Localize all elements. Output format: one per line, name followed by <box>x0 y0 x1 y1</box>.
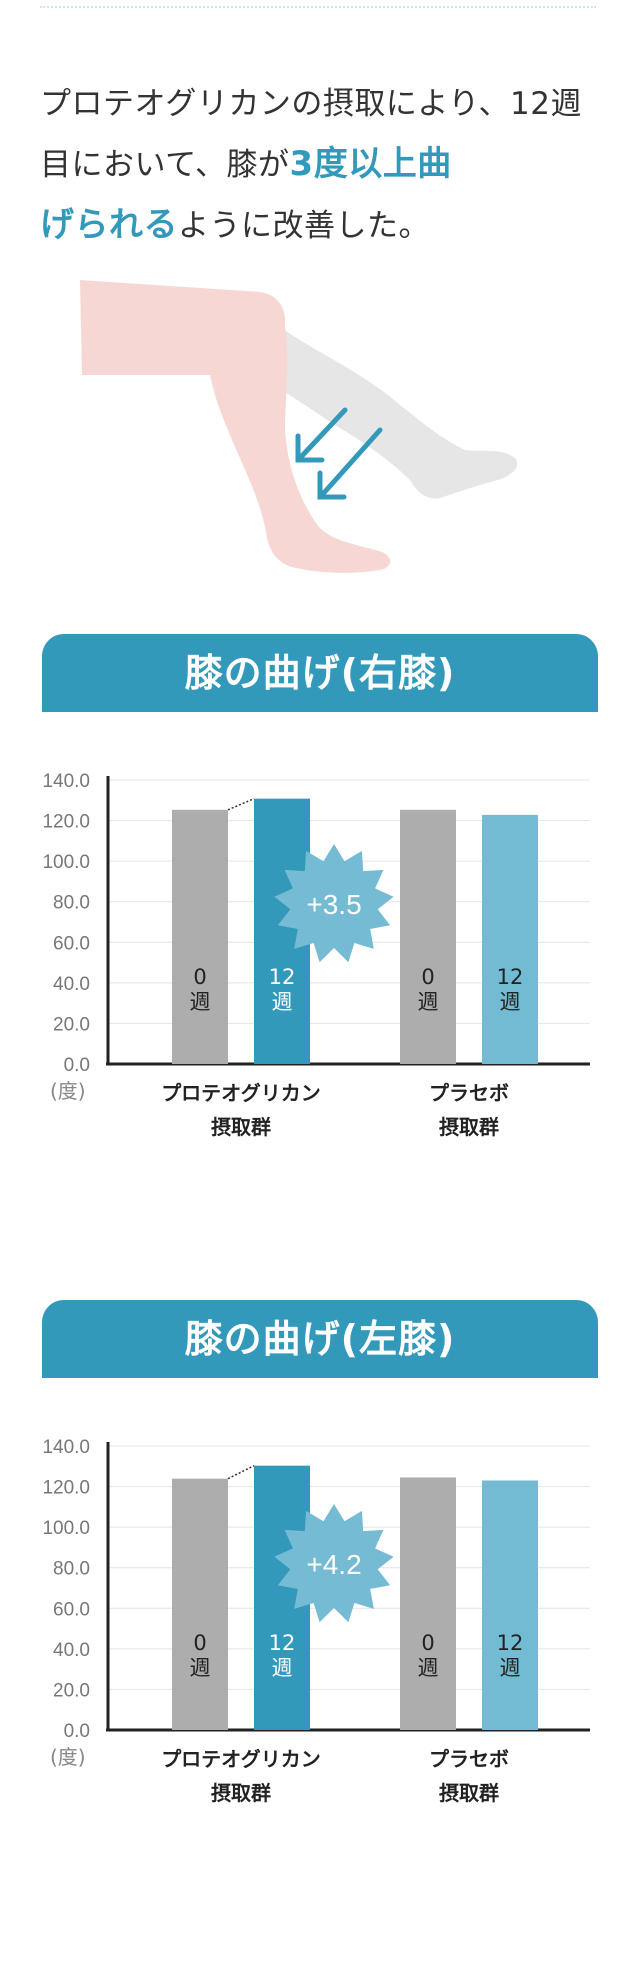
chart-title: 膝の曲げ(左膝) <box>42 1300 598 1378</box>
starburst-badge <box>274 1504 394 1623</box>
y-tick-label: 60.0 <box>53 1599 90 1620</box>
bar-week-label: 0 <box>421 1631 434 1655</box>
y-tick-label: 120.0 <box>42 812 90 833</box>
down-left-arrow-icon <box>295 407 383 500</box>
group-label: 摂取群 <box>211 1781 271 1805</box>
bar-week-unit: 週 <box>190 1656 211 1680</box>
y-tick-label: 40.0 <box>53 1640 90 1661</box>
headline-highlight1: 3度以上曲 <box>289 144 452 184</box>
bar-week-label: 12 <box>269 965 296 989</box>
y-tick-label: 140.0 <box>42 771 90 792</box>
badge-label: +3.5 <box>306 889 361 920</box>
bar-week-unit: 週 <box>500 990 521 1014</box>
bar <box>482 1480 538 1730</box>
bar <box>400 1477 456 1730</box>
y-unit-label: (度) <box>50 1745 86 1769</box>
y-tick-label: 100.0 <box>42 852 90 873</box>
headline-highlight2: げられる <box>40 205 178 245</box>
group-label: 摂取群 <box>439 1781 499 1805</box>
y-tick-label: 100.0 <box>42 1518 90 1539</box>
bar-week-label: 0 <box>421 965 434 989</box>
bar-week-label: 12 <box>497 965 524 989</box>
top-divider <box>40 6 596 8</box>
chart-title: 膝の曲げ(右膝) <box>42 634 598 712</box>
connector-line <box>227 1465 255 1480</box>
bar-week-label: 12 <box>497 1631 524 1655</box>
bar-week-label: 0 <box>193 965 206 989</box>
bar <box>482 814 538 1064</box>
group-label: 摂取群 <box>211 1115 271 1139</box>
group-label: プラセボ <box>429 1081 509 1105</box>
calf-foot <box>207 312 391 573</box>
y-tick-label: 20.0 <box>53 1014 90 1035</box>
headline-part1: プロテオグリカンの摂取により、12週目において、膝が <box>40 86 582 183</box>
badge-label: +4.2 <box>306 1549 361 1580</box>
y-tick-label: 40.0 <box>53 974 90 995</box>
bar <box>400 809 456 1064</box>
y-unit-label: (度) <box>50 1079 86 1103</box>
bar <box>172 1478 228 1730</box>
bent-leg-illustration <box>80 280 518 573</box>
y-tick-label: 0.0 <box>64 1055 90 1076</box>
headline-part2: ように改善した。 <box>178 208 430 244</box>
headline: プロテオグリカンの摂取により、12週目において、膝が3度以上曲げられるように改善… <box>40 74 610 256</box>
bar-week-unit: 週 <box>500 1656 521 1680</box>
y-tick-label: 20.0 <box>53 1680 90 1701</box>
starburst-badge <box>274 844 394 963</box>
bar-week-unit: 週 <box>190 990 211 1014</box>
group-label: プロテオグリカン <box>161 1081 321 1105</box>
y-tick-label: 140.0 <box>42 1437 90 1458</box>
chart-svg: 140.0120.0100.080.060.040.020.00.0(度)0週1… <box>42 1437 590 1805</box>
group-label: プラセボ <box>429 1747 509 1771</box>
group-label: 摂取群 <box>439 1115 499 1139</box>
bar-week-unit: 週 <box>418 1656 439 1680</box>
chart-svg: 140.0120.0100.080.060.040.020.00.0(度)0週1… <box>42 771 590 1139</box>
bar-week-label: 0 <box>193 1631 206 1655</box>
y-tick-label: 80.0 <box>53 1559 90 1580</box>
shadow-leg <box>260 320 518 499</box>
bar-week-unit: 週 <box>272 990 293 1014</box>
group-label: プロテオグリカン <box>161 1747 321 1771</box>
y-tick-label: 80.0 <box>53 893 90 914</box>
bar-week-unit: 週 <box>418 990 439 1014</box>
bar-week-unit: 週 <box>272 1656 293 1680</box>
y-tick-label: 0.0 <box>64 1721 90 1742</box>
y-tick-label: 60.0 <box>53 933 90 954</box>
bar <box>172 809 228 1064</box>
y-tick-label: 120.0 <box>42 1478 90 1499</box>
bar-week-label: 12 <box>269 1631 296 1655</box>
connector-line <box>227 797 255 811</box>
